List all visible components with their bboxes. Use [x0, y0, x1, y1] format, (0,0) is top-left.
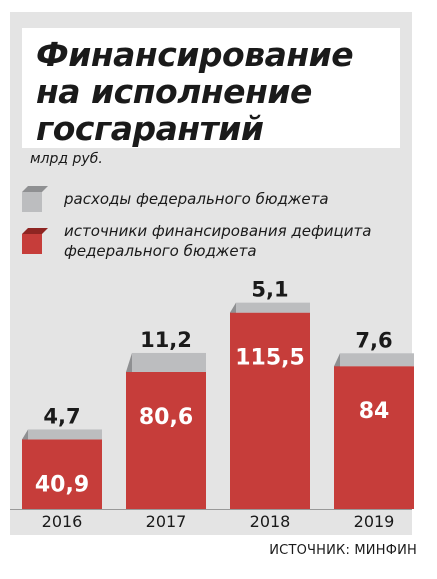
title-line-1: Финансирование: [36, 35, 354, 74]
bars-group: 40,9 4,7 80,6 11,2 115,5 5,1 84 7,6: [22, 278, 414, 509]
x-axis: 2016 2017 2018 2019: [10, 509, 412, 531]
bar-gray-2018: [236, 302, 310, 313]
title-line-2: на исполнение: [36, 72, 312, 111]
source-label: ИСТОЧНИК: МИНФИН: [269, 543, 417, 558]
legend-label-gray: расходы федерального бюджета: [64, 190, 329, 208]
bar-gray-2016: [28, 429, 102, 440]
bar-value-gray-2016: 4,7: [43, 404, 80, 428]
bar-value-red-2017: 80,6: [139, 405, 193, 430]
x-tick-label-2016: 2016: [42, 512, 83, 531]
bar-gray-2017: [132, 352, 206, 372]
bar-red-2016: [22, 439, 102, 509]
legend-swatch-red-top: [22, 228, 48, 234]
bar-red-2017: [126, 371, 206, 509]
bar-gray-bevel-2019: [334, 353, 340, 367]
bar-value-gray-2018: 5,1: [251, 278, 288, 302]
bar-gray-bevel-2017: [126, 352, 132, 372]
legend-swatch-gray-top: [22, 186, 48, 192]
title-box: Финансирование на исполнение госгарантий: [22, 28, 400, 148]
bar-value-red-2018: 115,5: [235, 346, 305, 371]
unit-label: млрд руб.: [30, 151, 103, 167]
bar-gray-bevel-2016: [22, 429, 28, 440]
bar-value-gray-2019: 7,6: [355, 328, 392, 352]
legend-label-red-line-1: источники финансирования дефицита: [64, 222, 372, 240]
legend-swatch-red-face: [22, 234, 42, 254]
bar-gray-2019: [340, 353, 414, 367]
legend-swatch-gray-face: [22, 192, 42, 212]
bar-gray-bevel-2018: [230, 302, 236, 313]
bar-value-red-2019: 84: [359, 399, 390, 424]
title-line-3: госгарантий: [36, 109, 264, 148]
legend-label-red-line-2: федерального бюджета: [64, 242, 257, 260]
bar-red-2018: [230, 312, 310, 509]
x-tick-label-2018: 2018: [250, 512, 291, 531]
legend-swatch-red: [22, 228, 48, 254]
x-tick-label-2019: 2019: [354, 512, 395, 531]
legend-swatch-gray: [22, 186, 48, 212]
bar-value-gray-2017: 11,2: [140, 328, 192, 352]
x-tick-label-2017: 2017: [146, 512, 187, 531]
bar-red-2019: [334, 366, 414, 509]
bar-value-red-2016: 40,9: [35, 472, 89, 497]
